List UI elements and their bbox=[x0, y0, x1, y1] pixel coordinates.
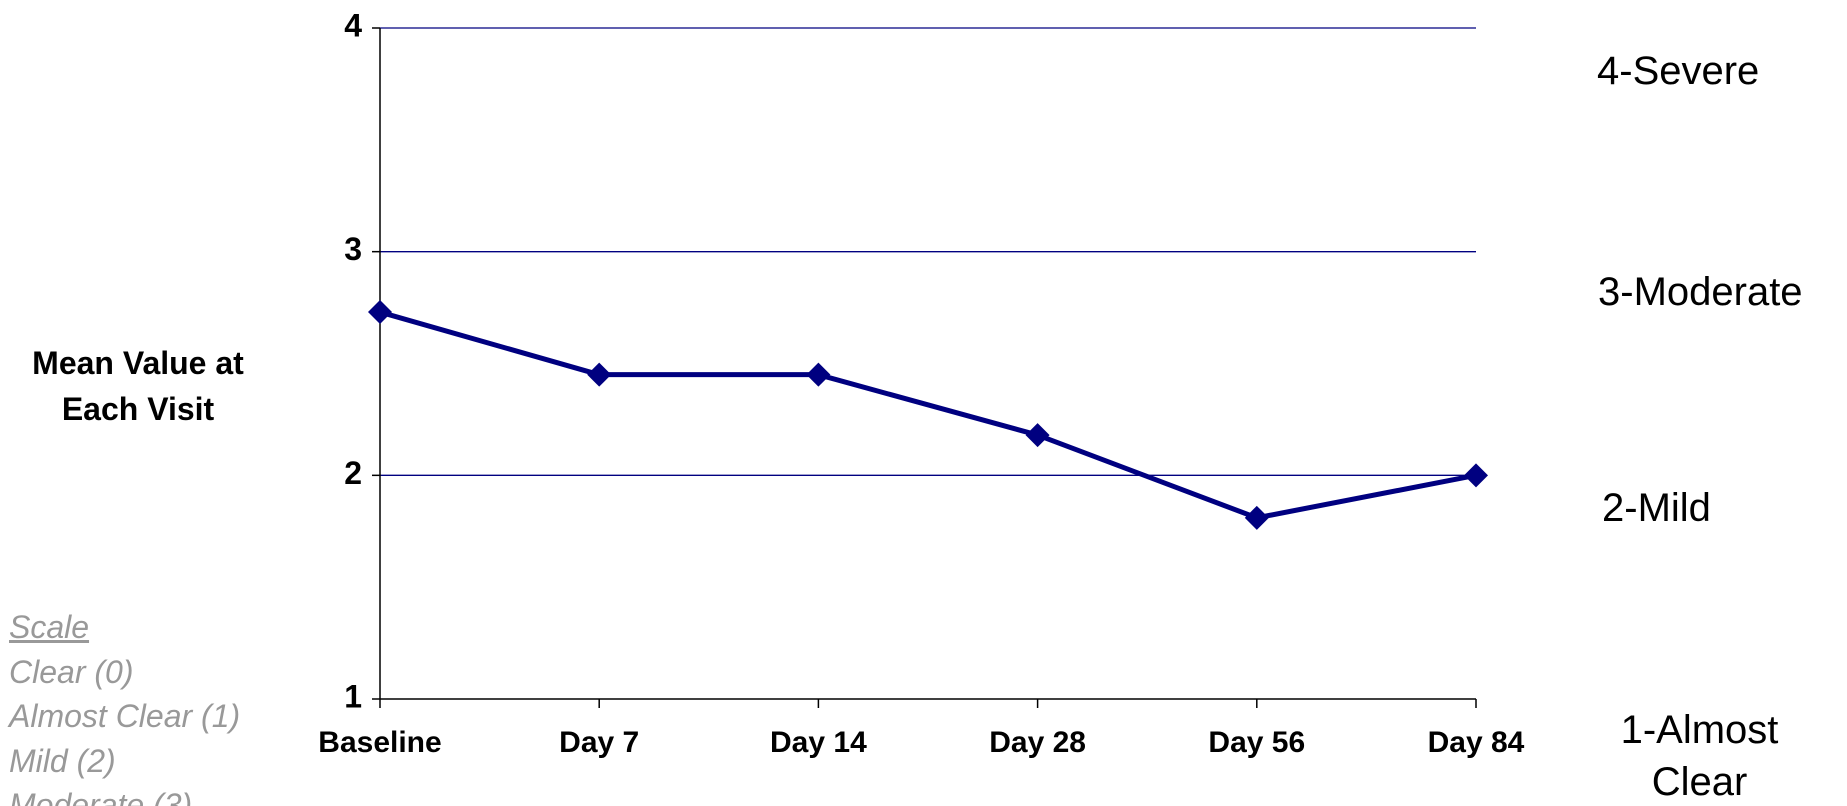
severity-label: 3-Moderate bbox=[1598, 270, 1803, 314]
y-tick-label: 1 bbox=[344, 678, 362, 714]
data-point bbox=[368, 300, 392, 325]
x-tick-label: Day 14 bbox=[770, 726, 867, 759]
scale-item: Moderate (3) bbox=[9, 787, 193, 806]
data-point bbox=[1244, 505, 1269, 530]
y-tick-label: 2 bbox=[344, 455, 362, 491]
data-point bbox=[1464, 463, 1488, 488]
data-line bbox=[379, 309, 1477, 521]
x-tick-label: Day 84 bbox=[1428, 726, 1525, 759]
scale-note: Scale Clear (0) Almost Clear (1) Mild (2… bbox=[9, 605, 240, 806]
data-point bbox=[806, 362, 831, 387]
scale-item: Clear (0) bbox=[9, 653, 134, 690]
y-axis-title: Mean Value at Each Visit bbox=[32, 345, 244, 427]
x-tick-label: Baseline bbox=[318, 726, 441, 759]
severity-label: 2-Mild bbox=[1602, 486, 1711, 530]
scale-item: Mild (2) bbox=[9, 742, 116, 779]
x-tick-label: Day 56 bbox=[1208, 726, 1305, 759]
scale-item: Almost Clear (1) bbox=[9, 698, 241, 734]
data-point bbox=[587, 362, 612, 387]
scale-title: Scale bbox=[9, 609, 90, 645]
x-tick-label: Day 7 bbox=[559, 726, 639, 759]
severity-label: 1-Almost Clear bbox=[1620, 708, 1779, 804]
x-tick-label: Day 28 bbox=[989, 726, 1086, 759]
y-tick-label: 3 bbox=[344, 231, 362, 267]
y-tick-label: 4 bbox=[344, 7, 362, 43]
severity-label: 4-Severe bbox=[1597, 49, 1760, 93]
data-point bbox=[1025, 423, 1050, 448]
